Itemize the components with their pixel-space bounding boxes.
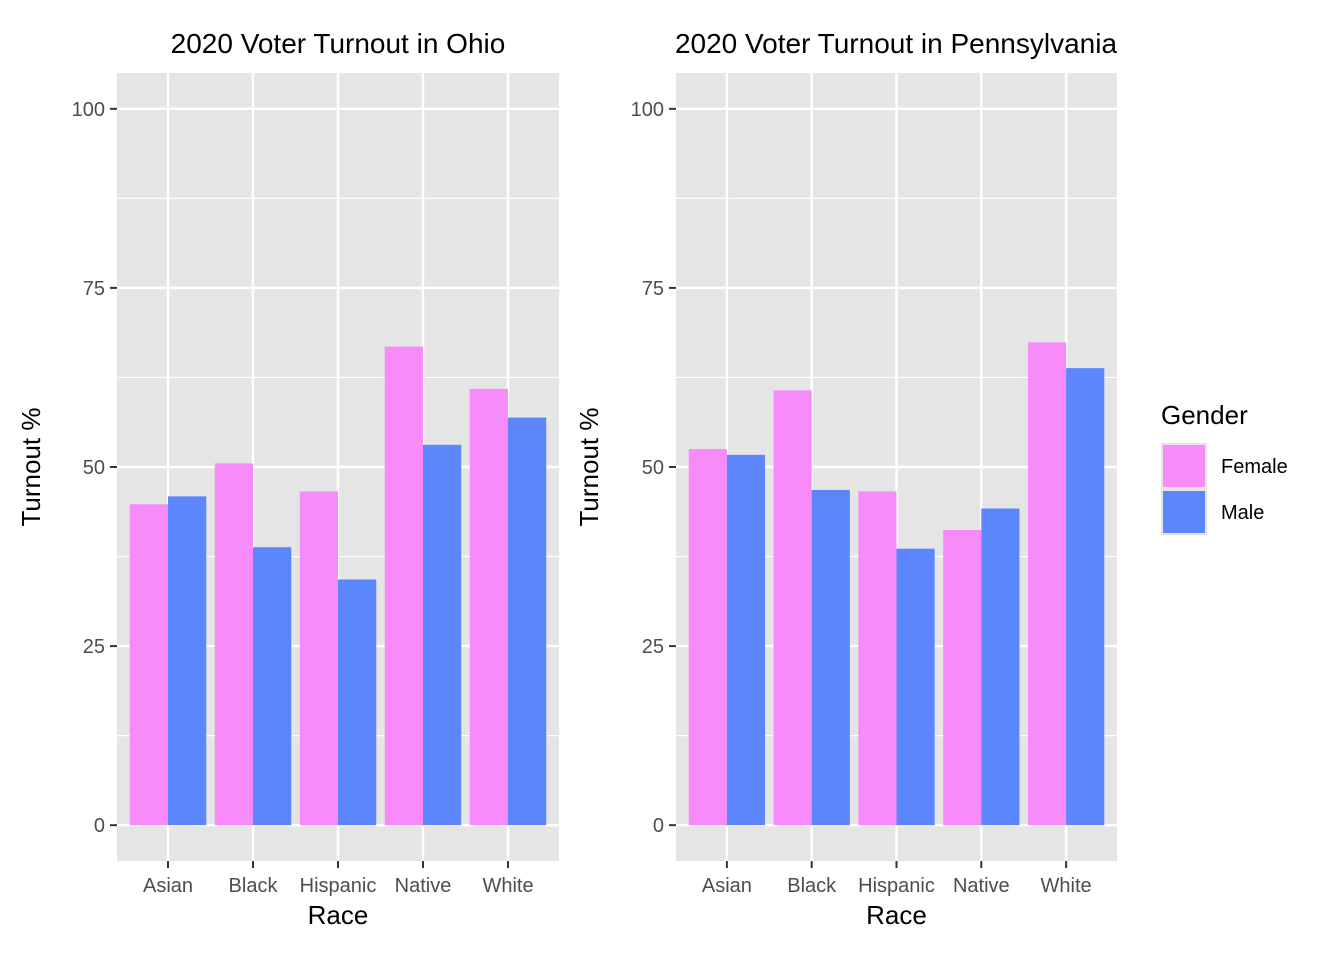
y-tick-label: 100	[72, 99, 105, 121]
y-tick-label: 100	[631, 99, 664, 121]
chart-title: 2020 Voter Turnout in Pennsylvania	[675, 28, 1118, 59]
y-tick-label: 25	[642, 636, 664, 658]
y-tick-label: 75	[83, 278, 105, 300]
x-tick-label: Hispanic	[858, 875, 935, 897]
x-tick-label: Native	[395, 875, 452, 897]
bar-male-white	[508, 417, 547, 826]
x-tick-label: Hispanic	[300, 875, 377, 897]
bar-female-native	[384, 346, 423, 826]
bar-male-black	[811, 489, 850, 826]
legend-label-male: Male	[1221, 502, 1264, 524]
chart-panel-1: 0 25 50 75 100 Asian Black Hispanic Native White 2…	[16, 28, 559, 930]
bar-male-hispanic	[896, 548, 935, 826]
y-axis-title: Turnout %	[16, 408, 46, 527]
y-tick-label: 75	[642, 278, 664, 300]
chart-panel-2: 0 25 50 75 100 Asian Black Hispanic Native White 2…	[574, 28, 1117, 930]
y-tick-label: 50	[642, 457, 664, 479]
bar-female-native	[943, 530, 982, 826]
legend-label-female: Female	[1221, 456, 1288, 478]
y-axis-title: Turnout %	[574, 408, 604, 527]
bar-female-black	[773, 390, 812, 826]
bar-female-hispanic	[299, 491, 338, 826]
legend-swatch-female	[1163, 445, 1205, 487]
y-tick-label: 25	[83, 636, 105, 658]
x-axis-title: Race	[308, 900, 369, 930]
bar-female-asian	[688, 449, 727, 826]
x-tick-label: Asian	[702, 875, 752, 897]
bar-male-asian	[726, 454, 766, 826]
bar-male-asian	[168, 496, 207, 826]
x-tick-label: Black	[787, 875, 837, 897]
y-tick-label: 0	[653, 815, 664, 837]
bar-male-black	[253, 547, 292, 826]
x-tick-label: Black	[229, 875, 279, 897]
x-tick-label: Asian	[143, 875, 193, 897]
x-tick-label: White	[1041, 875, 1092, 897]
x-tick-label: White	[482, 875, 533, 897]
y-tick-label: 50	[83, 457, 105, 479]
bar-male-native	[981, 508, 1020, 826]
y-tick-label: 0	[94, 815, 105, 837]
x-axis-title: Race	[866, 900, 927, 930]
bar-female-white	[1027, 342, 1067, 826]
x-tick-label: Native	[953, 875, 1010, 897]
bar-male-native	[423, 444, 462, 826]
bar-female-hispanic	[858, 491, 897, 826]
bar-male-white	[1066, 368, 1105, 826]
chart-title: 2020 Voter Turnout in Ohio	[171, 28, 506, 59]
bar-female-black	[214, 463, 253, 826]
bar-male-hispanic	[338, 579, 377, 826]
legend-title: Gender	[1161, 400, 1248, 430]
bar-female-white	[469, 388, 508, 826]
legend: Gender Female Male	[1161, 400, 1288, 535]
legend-swatch-male	[1163, 491, 1205, 533]
bar-female-asian	[129, 504, 168, 826]
